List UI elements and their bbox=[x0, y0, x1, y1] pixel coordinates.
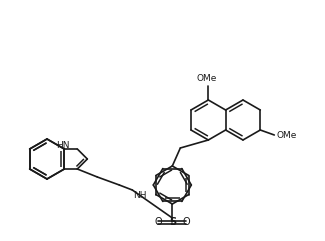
Text: HN: HN bbox=[56, 141, 69, 150]
Text: NH: NH bbox=[133, 191, 147, 200]
Text: O: O bbox=[183, 217, 190, 227]
Text: O: O bbox=[154, 217, 162, 227]
Text: OMe: OMe bbox=[196, 74, 216, 83]
Text: OMe: OMe bbox=[276, 130, 297, 140]
Text: S: S bbox=[169, 217, 176, 227]
